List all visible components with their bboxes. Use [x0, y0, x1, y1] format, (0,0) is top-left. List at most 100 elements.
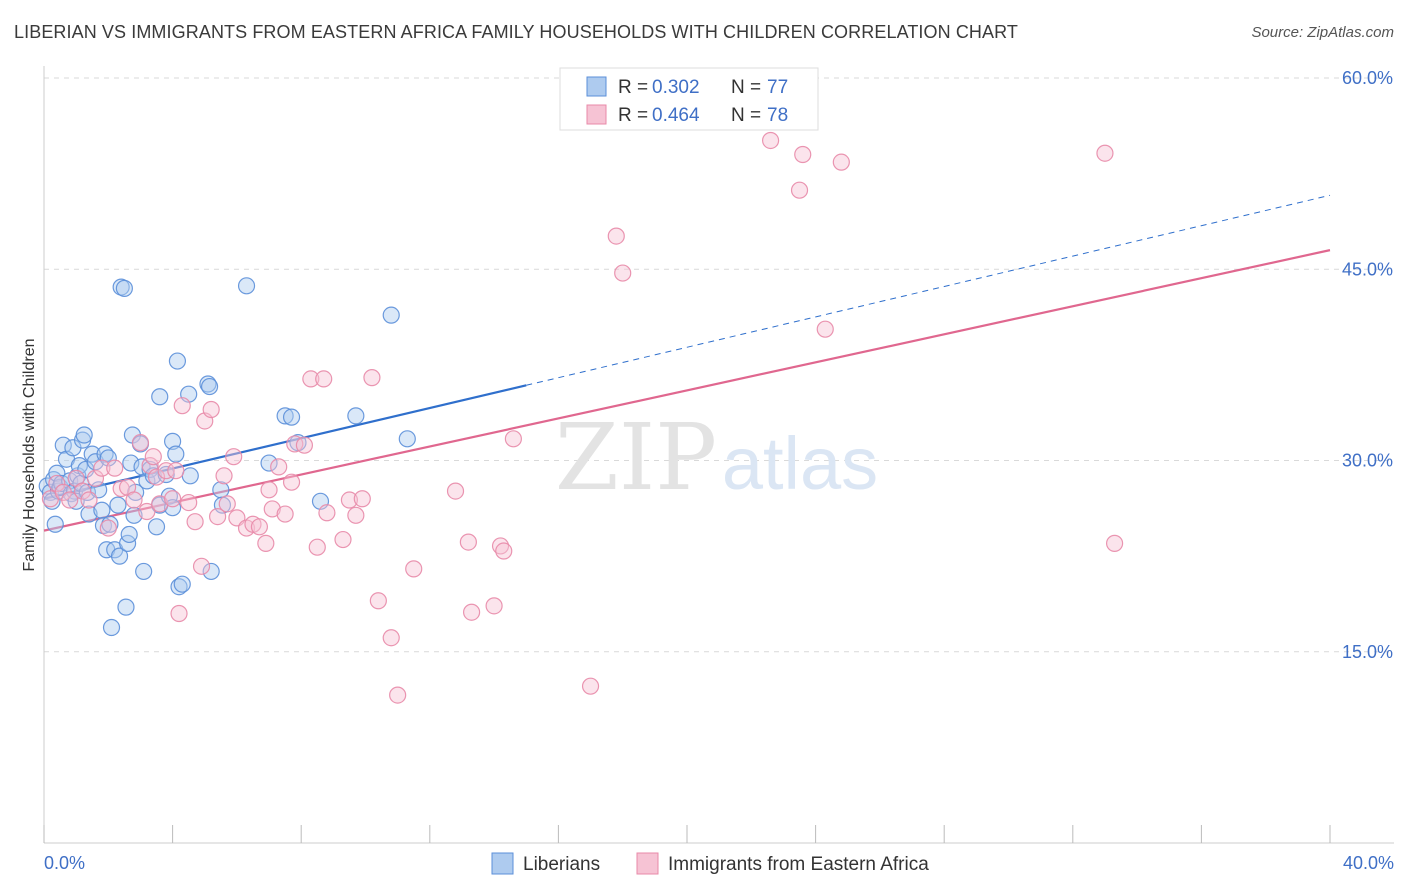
eastern-africa-point — [446, 482, 465, 500]
eastern-africa-point — [363, 369, 381, 387]
liberians-point — [117, 598, 135, 616]
eastern-africa-point — [106, 459, 124, 477]
liberians-point — [120, 525, 138, 544]
eastern-africa-point — [151, 495, 169, 513]
liberians-trend-extension — [526, 194, 1331, 386]
liberians-point — [173, 575, 191, 593]
r-value: 0.464 — [652, 105, 700, 126]
y-tick-labels: 15.0% 30.0% 45.0% 60.0% — [1342, 68, 1393, 662]
eastern-africa-point — [86, 469, 105, 487]
eastern-africa-point — [607, 227, 625, 245]
watermark: ZIP atlas — [555, 404, 878, 511]
liberians-point — [398, 430, 416, 448]
eastern-africa-point — [1096, 144, 1114, 162]
chart-title: LIBERIAN VS IMMIGRANTS FROM EASTERN AFRI… — [14, 22, 1019, 42]
liberians-point — [147, 518, 166, 536]
stats-legend: R = 0.302 N = 77 R = 0.464 N = 78 — [559, 67, 819, 131]
x-tick-labels: 0.0% 40.0% — [44, 853, 1394, 873]
eastern-africa-point — [147, 468, 166, 486]
y-tick-label: 60.0% — [1342, 68, 1393, 88]
eastern-africa-point — [369, 592, 387, 610]
eastern-africa-point — [382, 629, 400, 647]
liberians-point — [382, 306, 400, 324]
liberians-point — [164, 499, 182, 517]
eastern-africa-point — [260, 481, 278, 499]
liberians-point — [80, 505, 98, 523]
liberians-point — [164, 432, 182, 450]
eastern-africa-point — [1105, 534, 1124, 552]
eastern-africa-point — [504, 430, 522, 448]
n-label: N = — [731, 77, 761, 98]
liberians-point — [168, 352, 187, 370]
eastern-africa-point — [48, 474, 66, 493]
eastern-africa-point — [164, 490, 182, 508]
eastern-africa-point — [282, 473, 301, 491]
liberians-point — [202, 562, 220, 581]
source-credit: Source: ZipAtlas.com — [1251, 24, 1394, 41]
eastern-africa-point — [170, 604, 188, 623]
eastern-africa-point — [270, 458, 288, 476]
eastern-africa-point — [761, 131, 780, 150]
n-value: 78 — [767, 105, 788, 126]
liberians-point — [43, 492, 61, 510]
eastern-africa-point — [302, 370, 320, 388]
liberians-point — [200, 377, 219, 396]
liberians-point — [170, 578, 188, 596]
liberians-point — [260, 454, 278, 472]
r-label: R = — [618, 77, 648, 98]
eastern-africa-point — [180, 493, 198, 512]
eastern-africa-point — [138, 502, 156, 521]
liberians-point — [282, 408, 301, 426]
watermark-zip: ZIP — [555, 404, 717, 511]
legend-label-liberians: Liberians — [523, 854, 600, 875]
eastern-africa-point — [485, 597, 503, 615]
eastern-africa-point — [167, 462, 185, 480]
eastern-africa-point — [276, 505, 294, 523]
liberians-point — [157, 465, 175, 484]
liberians-point — [135, 562, 153, 581]
eastern-africa-point — [790, 181, 809, 199]
liberians-point — [347, 407, 365, 425]
eastern-africa-point — [614, 264, 632, 282]
eastern-africa-point — [491, 537, 510, 555]
series-legend: Liberians Immigrants from Eastern Africa — [491, 852, 929, 875]
eastern-africa-point — [250, 518, 269, 536]
liberians-point — [109, 496, 127, 514]
liberians-point — [199, 375, 217, 393]
eastern-africa-point — [257, 534, 275, 552]
legend-label-eastern-africa: Immigrants from Eastern Africa — [668, 854, 929, 875]
eastern-africa-point — [99, 519, 117, 537]
watermark-atlas: atlas — [722, 422, 878, 505]
liberians-point — [94, 516, 113, 535]
eastern-africa-point — [225, 448, 243, 466]
liberians-point — [54, 436, 72, 454]
liberians-point — [67, 492, 85, 510]
eastern-africa-point — [192, 557, 211, 575]
eastern-africa-point — [318, 504, 336, 522]
liberians-point — [115, 279, 133, 297]
eastern-africa-point — [389, 686, 407, 704]
eastern-africa-point — [295, 436, 314, 454]
data-points — [38, 131, 1124, 704]
eastern-africa-point — [340, 491, 359, 509]
eastern-africa-point — [157, 462, 175, 480]
r-label: R = — [618, 105, 648, 126]
n-label: N = — [731, 105, 761, 126]
eastern-africa-point — [209, 507, 227, 526]
eastern-africa-point — [125, 491, 143, 509]
y-tick-label: 15.0% — [1342, 642, 1393, 662]
liberians-point — [181, 467, 199, 485]
eastern-africa-point — [581, 677, 600, 695]
eastern-africa-point — [202, 400, 220, 419]
liberians-swatch — [586, 76, 607, 97]
eastern-africa-point — [173, 397, 191, 415]
liberians-point — [167, 445, 185, 463]
liberians-point — [99, 449, 117, 467]
liberians-point — [75, 426, 93, 444]
eastern-africa-point — [315, 370, 333, 388]
eastern-africa-point — [215, 467, 233, 485]
eastern-africa-point — [263, 500, 281, 518]
eastern-africa-point — [405, 560, 423, 578]
liberians-point — [110, 547, 129, 565]
